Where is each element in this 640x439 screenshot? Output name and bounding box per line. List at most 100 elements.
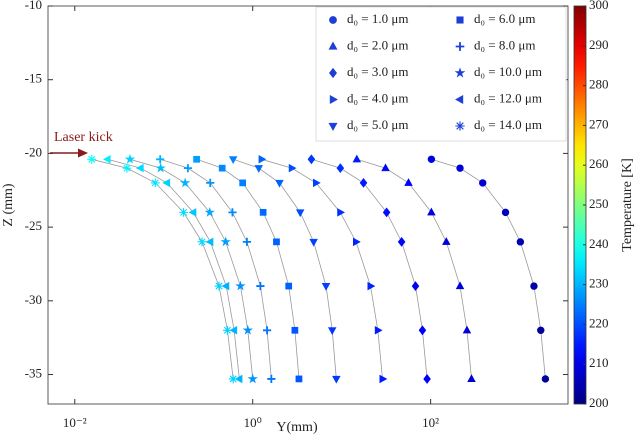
legend-marker — [454, 67, 466, 78]
data-point — [397, 236, 406, 247]
data-point — [197, 237, 207, 247]
data-point — [214, 281, 224, 291]
data-point — [374, 326, 383, 335]
data-point — [239, 179, 247, 187]
colorbar-tick-label: 300 — [589, 0, 609, 12]
data-point — [418, 325, 427, 336]
data-point — [193, 155, 200, 163]
data-point — [102, 155, 111, 164]
y-tick-label: -30 — [25, 292, 42, 307]
legend-label: d₀ = 3.0 μm — [347, 64, 408, 79]
data-point — [242, 324, 253, 335]
data-point — [295, 375, 303, 383]
legend-marker — [329, 16, 337, 24]
data-point — [404, 178, 413, 186]
data-point — [256, 281, 265, 291]
colorbar-label: Temperature [K] — [620, 158, 635, 251]
data-point — [541, 375, 550, 383]
legend-label: d₀ = 1.0 μm — [347, 11, 408, 26]
data-point — [258, 155, 267, 164]
data-point — [288, 163, 297, 173]
legend-marker — [455, 42, 465, 51]
data-point — [135, 163, 144, 173]
data-point — [229, 326, 238, 335]
legend-label: d₀ = 4.0 μm — [347, 90, 408, 105]
data-point — [337, 208, 345, 217]
legend-marker — [456, 16, 464, 24]
legend-box — [315, 6, 567, 142]
data-point — [456, 164, 464, 172]
data-point — [228, 208, 237, 217]
y-tick-label: -20 — [25, 144, 42, 159]
trajectory-line — [431, 158, 546, 379]
data-point — [336, 163, 345, 174]
y-tick-label: -35 — [25, 366, 42, 381]
y-tick-label: -25 — [25, 218, 42, 233]
legend-label: d₀ = 10.0 μm — [474, 64, 542, 79]
x-tick-label: 10⁻² — [63, 415, 87, 430]
data-point — [537, 326, 545, 334]
data-point — [180, 177, 191, 188]
legend-marker — [328, 122, 338, 131]
data-point — [273, 238, 280, 246]
data-point — [228, 156, 238, 165]
data-point — [259, 209, 267, 216]
legend-label: d₀ = 14.0 μm — [474, 117, 542, 132]
data-point — [352, 154, 362, 163]
data-point — [479, 179, 487, 187]
data-point — [183, 164, 193, 173]
data-point — [220, 236, 231, 247]
colorbar-tick-label: 210 — [589, 355, 609, 370]
data-point — [467, 374, 476, 382]
plot-frame — [47, 5, 569, 405]
data-point — [379, 374, 388, 384]
data-point — [285, 282, 293, 290]
data-point — [228, 374, 238, 384]
data-point — [455, 281, 465, 290]
data-point — [87, 154, 97, 164]
data-point — [206, 178, 215, 187]
colorbar-tick-label: 200 — [589, 395, 609, 410]
data-point — [327, 327, 337, 335]
data-point — [124, 153, 136, 164]
trajectory-line — [129, 158, 254, 379]
data-point — [223, 325, 232, 335]
colorbar-tick-label: 220 — [589, 315, 609, 330]
annotation-arrowhead — [78, 148, 88, 158]
legend-marker — [329, 95, 338, 104]
data-point — [313, 178, 321, 188]
y-axis-label: Z (mm) — [1, 183, 16, 226]
colorbar-tick-label: 290 — [589, 37, 609, 52]
colorbar-tick-label: 250 — [589, 196, 609, 211]
trajectory-line — [91, 158, 234, 379]
data-point — [462, 325, 472, 334]
data-point — [530, 282, 538, 290]
data-point — [353, 237, 361, 247]
data-point — [442, 237, 451, 245]
x-axis-label: Y(mm) — [276, 420, 318, 435]
colorbar-tick-label: 260 — [589, 156, 609, 171]
data-point — [156, 155, 165, 164]
data-point — [359, 177, 368, 188]
data-point — [295, 209, 305, 218]
data-point — [262, 326, 272, 335]
data-point — [204, 206, 215, 217]
data-point — [162, 178, 171, 188]
colorbar-tick-label: 280 — [589, 77, 609, 92]
data-point — [254, 165, 264, 173]
data-point — [321, 283, 331, 291]
data-point — [155, 162, 166, 173]
data-point — [247, 373, 258, 384]
trajectory-line — [261, 158, 383, 379]
trajectory-line — [107, 158, 240, 379]
legend-label: d₀ = 12.0 μm — [474, 90, 542, 105]
y-tick-label: -10 — [25, 0, 42, 12]
data-point — [234, 374, 243, 384]
legend-label: d₀ = 6.0 μm — [474, 11, 535, 26]
data-point — [235, 280, 246, 291]
data-point — [382, 207, 391, 218]
data-point — [291, 326, 299, 334]
data-point — [427, 155, 436, 164]
data-point — [501, 208, 510, 217]
colorbar-tick-label: 270 — [589, 116, 609, 131]
